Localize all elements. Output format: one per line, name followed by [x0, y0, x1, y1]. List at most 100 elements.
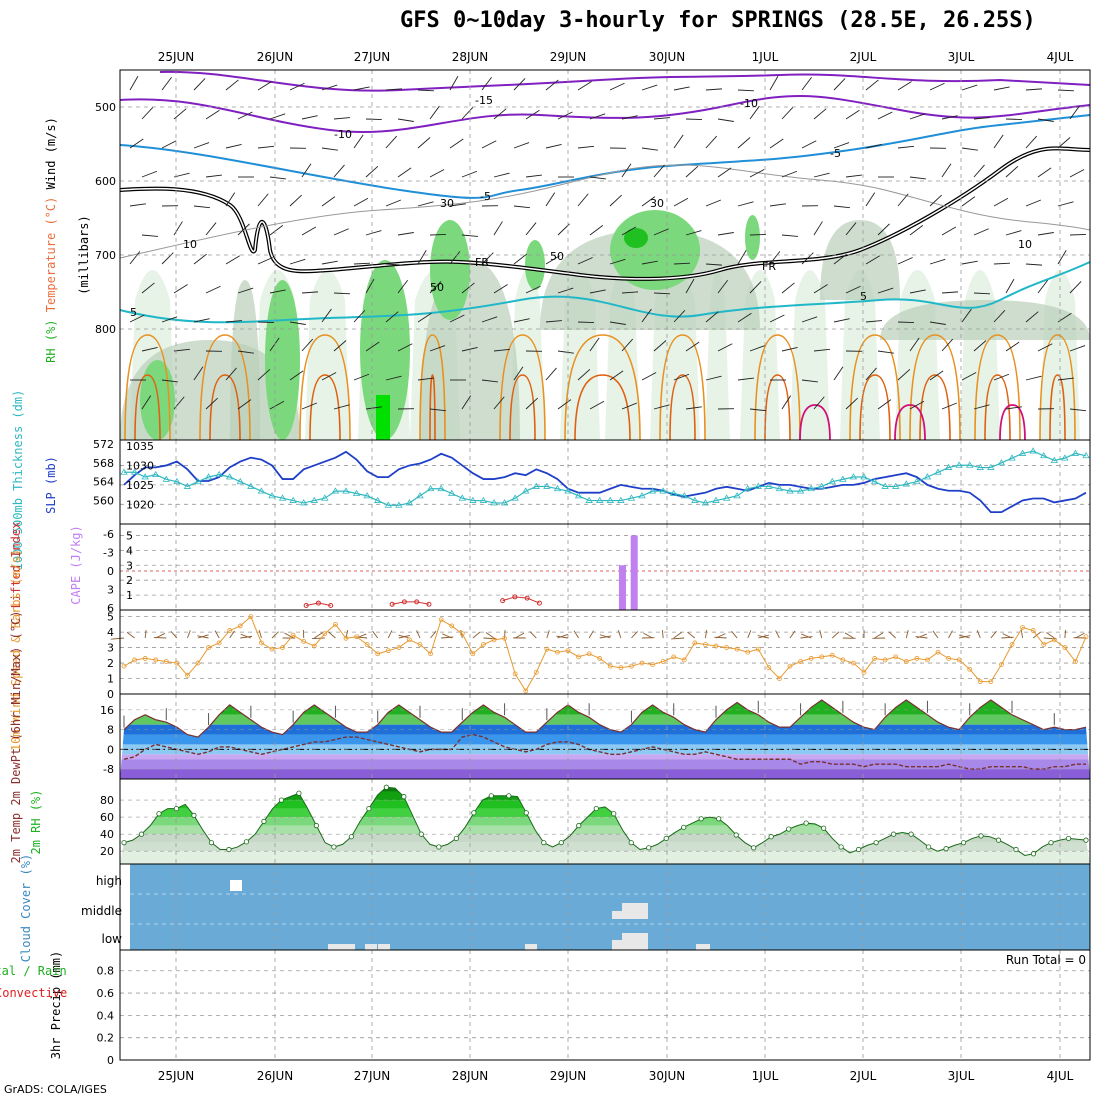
wind-barb	[993, 309, 1006, 323]
wind-barb	[781, 106, 794, 120]
thickness-marker	[564, 487, 572, 494]
wind10-barb	[599, 634, 611, 639]
thickness-marker	[310, 496, 318, 503]
rh-tick: 80	[100, 794, 114, 807]
li-marker	[500, 598, 506, 604]
wind-barb	[845, 397, 859, 410]
wind10-barb	[905, 630, 909, 639]
temp-tick: 8	[107, 724, 114, 737]
wind-barb	[621, 163, 632, 178]
rh-marker	[908, 831, 914, 837]
wind10-marker	[449, 623, 455, 629]
wind-barb	[897, 321, 915, 324]
wind-barb	[897, 145, 914, 149]
wind10-marker	[713, 643, 719, 649]
wind-barb	[225, 320, 242, 323]
wind-barb	[833, 253, 847, 265]
wind-barb	[129, 203, 146, 207]
wind10-barb	[441, 633, 452, 639]
wind10-marker	[999, 662, 1004, 668]
wind-barb	[993, 197, 1009, 207]
wind-barb	[289, 82, 305, 91]
wind10-marker	[607, 663, 613, 669]
wind10-barb	[687, 631, 696, 639]
precip-legend-total: Total / Rain	[0, 964, 67, 978]
wind-barb	[589, 225, 604, 236]
wind10-marker	[988, 679, 994, 685]
thickness-marker	[543, 482, 551, 489]
top-date-label: 30JUN	[649, 50, 686, 64]
thickness-marker	[1008, 454, 1016, 461]
thickness-marker	[405, 499, 414, 506]
wind-barb	[1005, 406, 1022, 410]
wind-barb	[321, 147, 338, 151]
wind-barb	[289, 370, 304, 381]
wind-barb	[193, 78, 206, 91]
rh-band	[120, 842, 1090, 852]
wind10-marker	[375, 651, 381, 657]
wind-barb	[973, 340, 987, 352]
wind-barb	[685, 406, 702, 410]
wind-barb	[909, 225, 924, 236]
wind-barb	[941, 402, 958, 410]
thickness-marker	[500, 499, 509, 506]
wind-barb	[525, 397, 539, 410]
wind-barb	[749, 169, 765, 178]
precip-frame	[119, 949, 1091, 1061]
wind10-marker	[766, 665, 772, 671]
wind-barb	[161, 379, 178, 383]
rh-tick: 20	[100, 845, 114, 858]
rh-marker	[716, 816, 722, 822]
wind10-barb	[197, 634, 209, 639]
wind-barb	[929, 258, 946, 265]
wind-barb	[589, 337, 600, 352]
y-tick-label: 600	[95, 175, 116, 188]
thickness-marker	[849, 473, 858, 480]
contour-label: -10	[740, 97, 758, 110]
wind-barb	[429, 408, 446, 412]
wind-barb	[737, 201, 754, 207]
wind-barb	[397, 279, 408, 294]
wind-barb	[865, 143, 882, 149]
wind-barb	[365, 230, 382, 236]
wind-tick: 5	[107, 611, 114, 624]
rh-marker	[821, 825, 827, 831]
wind-barb	[525, 285, 541, 294]
wind-barb	[321, 196, 336, 207]
wind-barb	[813, 172, 830, 178]
wind10-marker	[512, 671, 518, 677]
wind-barb	[257, 321, 275, 324]
wind-barb	[865, 367, 877, 381]
thickness-marker	[934, 468, 942, 475]
wind-barb	[129, 138, 144, 149]
rh-marker	[471, 810, 477, 816]
temp-tick: 0	[107, 743, 114, 756]
thickness-marker	[617, 496, 625, 503]
wind-barb	[1069, 345, 1086, 352]
wind-barb	[961, 84, 978, 91]
wind-barb	[813, 284, 828, 294]
wind-barb	[257, 257, 273, 265]
wind-barb	[385, 135, 398, 149]
wind-barb	[621, 402, 638, 410]
rh-band	[120, 851, 1090, 864]
wind10-marker	[967, 666, 973, 672]
rh-marker	[978, 833, 984, 839]
wind10-marker	[956, 657, 962, 663]
wind10-marker	[290, 632, 296, 638]
rh-bands	[120, 787, 1090, 864]
wind-barb	[1025, 135, 1038, 149]
rh-mid-area	[880, 300, 1090, 340]
wind-barb	[365, 165, 379, 178]
thickness-marker	[384, 501, 392, 508]
wind10-barb	[704, 629, 708, 639]
wind-barb	[481, 252, 494, 265]
upper-frame	[119, 69, 1091, 441]
wind-barb	[301, 402, 318, 410]
wind-barb	[961, 147, 978, 151]
wind-barb	[801, 140, 817, 149]
wind-barb	[961, 196, 976, 207]
wind-barb	[205, 109, 220, 120]
thickness-marker	[923, 473, 932, 480]
wind10-marker	[470, 651, 476, 657]
